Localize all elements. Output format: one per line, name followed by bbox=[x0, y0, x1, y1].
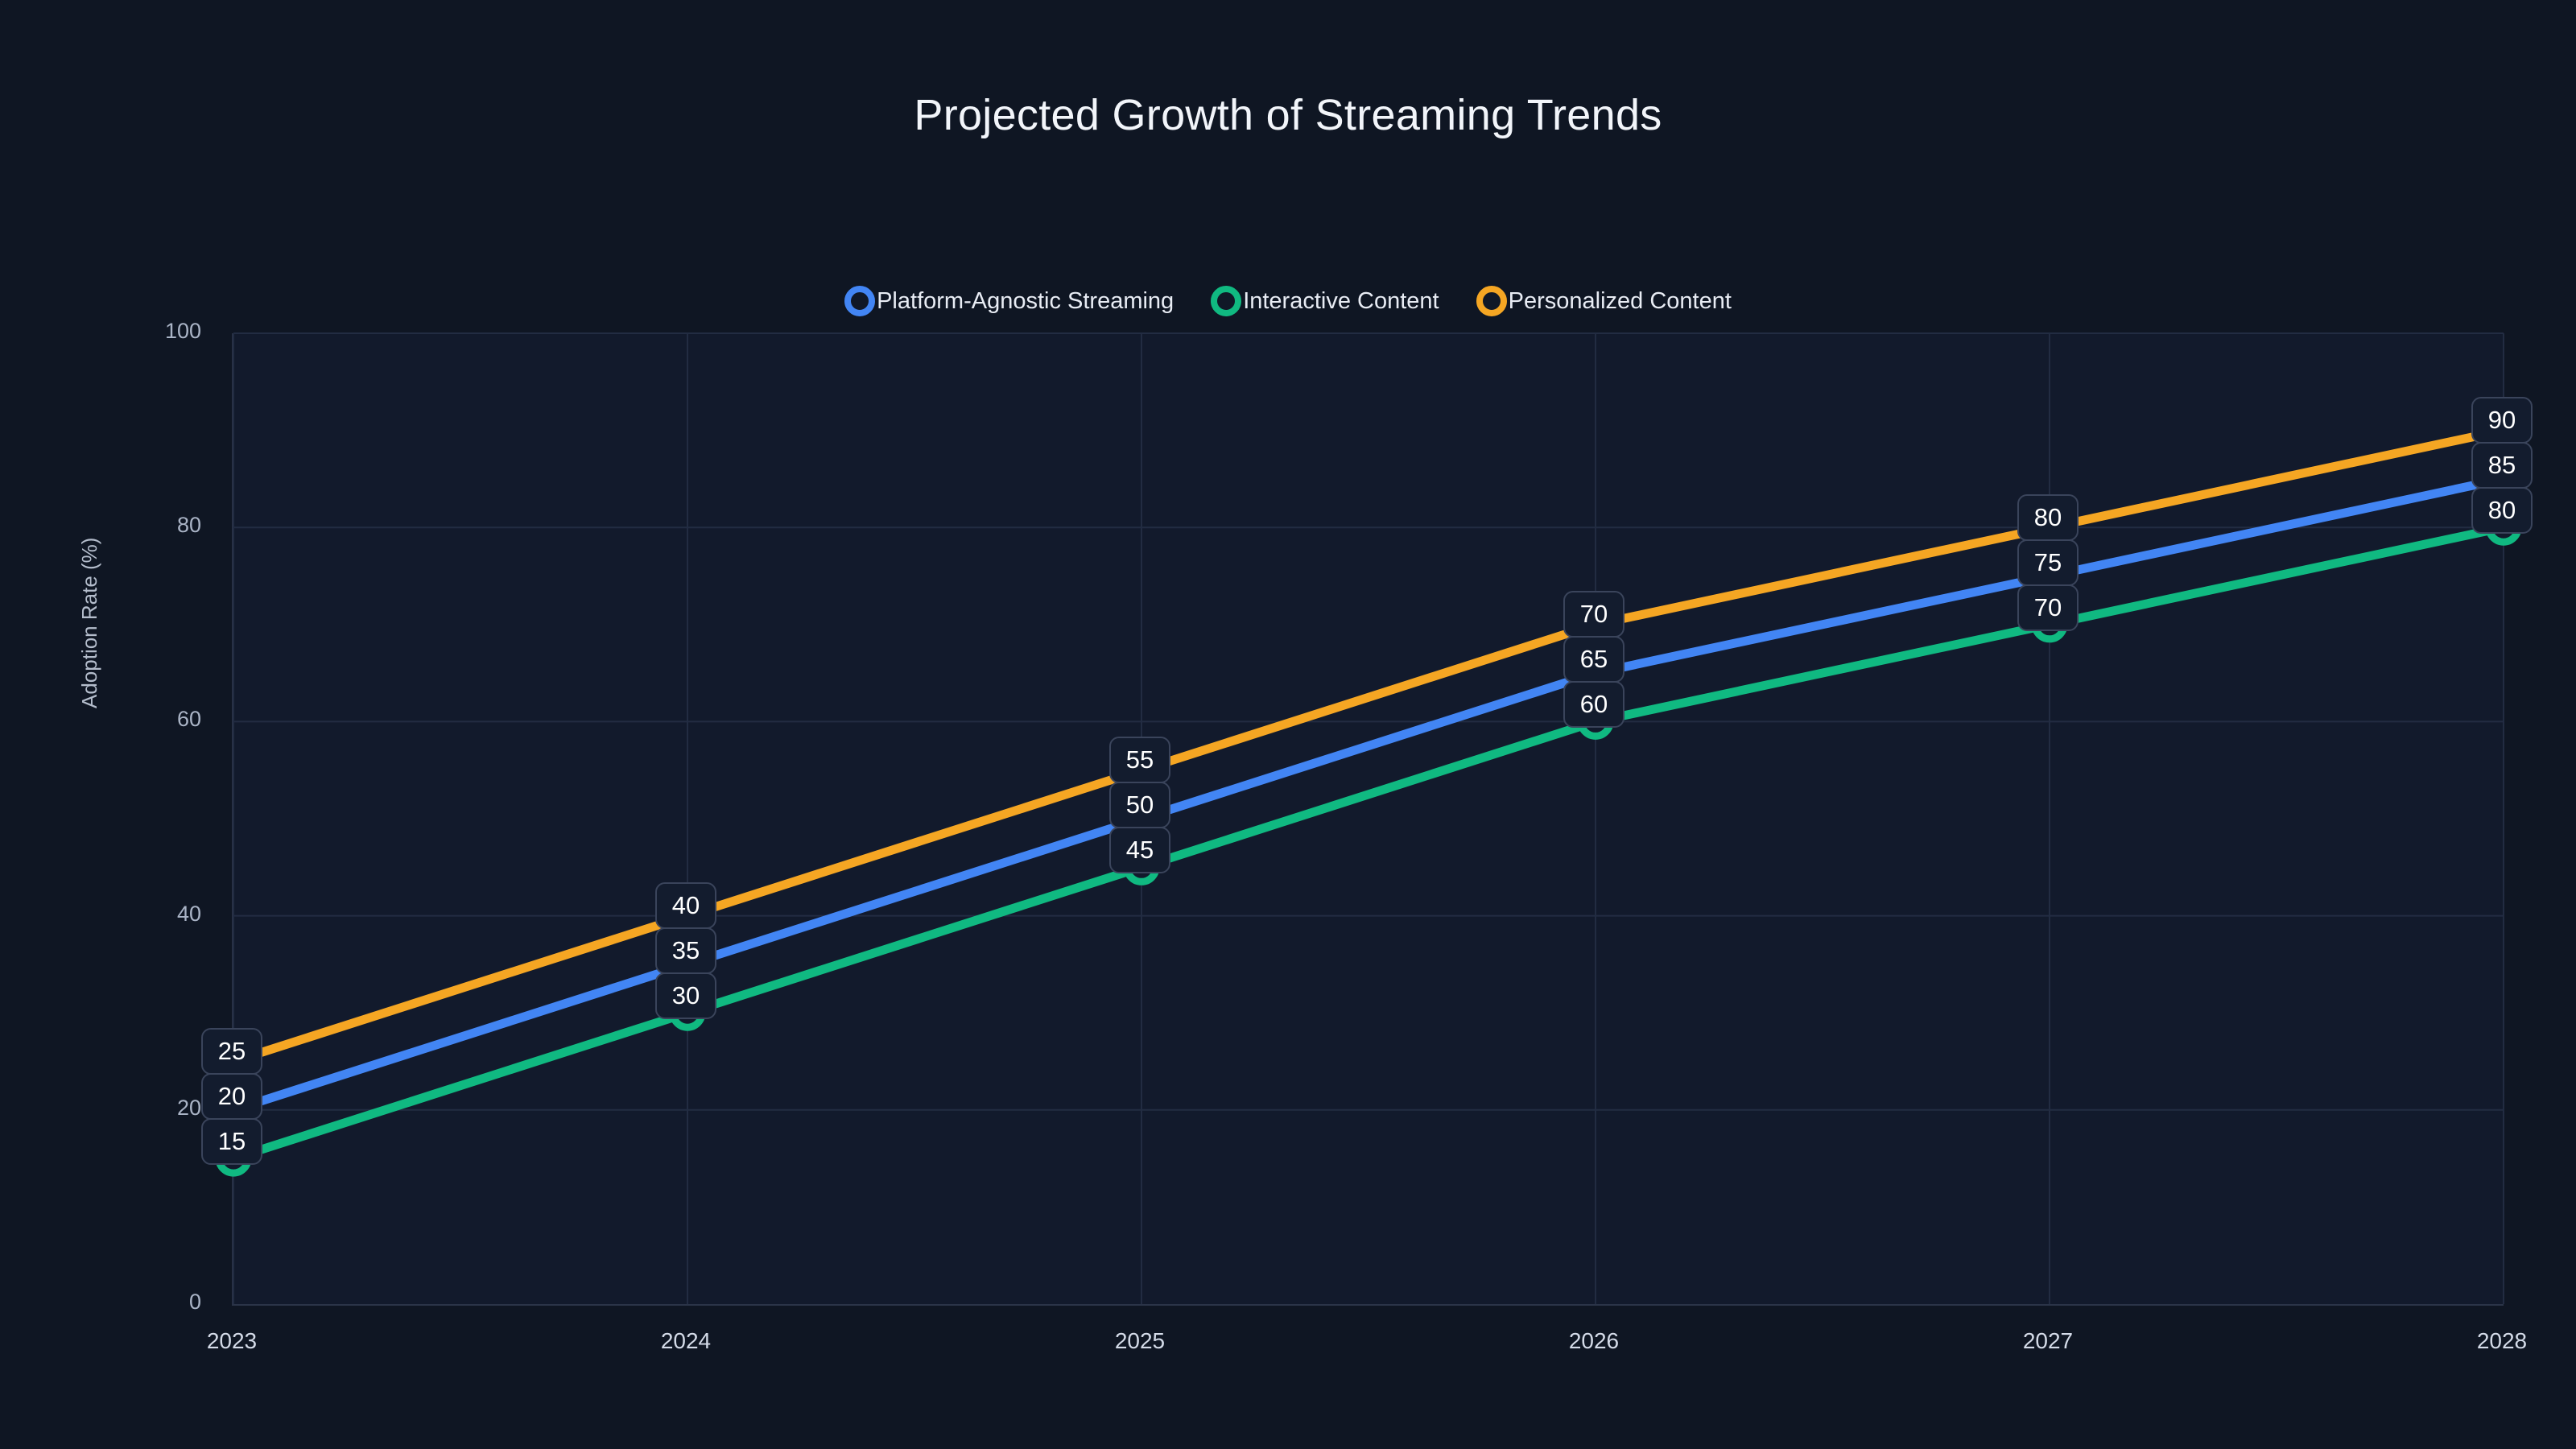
data-label-interactive-content-2024: 30 bbox=[655, 972, 716, 1019]
data-label-platform-agnostic-streaming-2025: 50 bbox=[1109, 782, 1170, 828]
plot-area bbox=[215, 332, 2522, 1306]
data-label-platform-agnostic-streaming-2024: 35 bbox=[655, 927, 716, 974]
x-tick-2025: 2025 bbox=[1114, 1328, 1166, 1353]
data-label-personalized-content-2024: 40 bbox=[655, 881, 716, 929]
legend-item-label: Platform-Agnostic Streaming bbox=[877, 287, 1174, 314]
legend-item-0[interactable]: Platform-Agnostic Streaming bbox=[844, 286, 1174, 316]
y-tick-20: 20 bbox=[176, 1095, 201, 1120]
y-axis-label: Adoption Rate (%) bbox=[77, 537, 101, 708]
x-tick-2024: 2024 bbox=[660, 1328, 712, 1353]
data-label-personalized-content-2028: 90 bbox=[2471, 396, 2533, 444]
circle-outline-icon bbox=[1476, 286, 1507, 316]
x-tick-2026: 2026 bbox=[1568, 1328, 1620, 1353]
legend-item-1[interactable]: Interactive Content bbox=[1211, 286, 1439, 316]
page-title: Projected Growth of Streaming Trends bbox=[914, 91, 1662, 139]
legend-item-label: Personalized Content bbox=[1508, 287, 1732, 314]
data-label-platform-agnostic-streaming-2023: 20 bbox=[201, 1072, 262, 1120]
series-line-0 bbox=[229, 474, 2508, 1115]
x-tick-2027: 2027 bbox=[2022, 1328, 2074, 1353]
series-line-2 bbox=[229, 426, 2508, 1066]
y-tick-60: 60 bbox=[176, 707, 201, 732]
circle-outline-icon bbox=[844, 286, 876, 316]
data-label-interactive-content-2023: 15 bbox=[201, 1117, 262, 1165]
series-line-1 bbox=[229, 522, 2508, 1163]
y-tick-80: 80 bbox=[176, 513, 201, 538]
data-label-interactive-content-2027: 70 bbox=[2017, 584, 2079, 631]
data-label-platform-agnostic-streaming-2028: 85 bbox=[2471, 441, 2533, 489]
data-label-interactive-content-2026: 60 bbox=[1563, 681, 1624, 729]
data-label-personalized-content-2025: 55 bbox=[1109, 737, 1170, 783]
data-label-platform-agnostic-streaming-2027: 75 bbox=[2017, 539, 2079, 586]
y-tick-0: 0 bbox=[188, 1290, 201, 1314]
y-tick-40: 40 bbox=[176, 901, 201, 926]
x-tick-2023: 2023 bbox=[206, 1328, 258, 1353]
data-label-personalized-content-2027: 80 bbox=[2017, 493, 2079, 541]
y-tick-100: 100 bbox=[164, 319, 201, 343]
data-label-interactive-content-2028: 80 bbox=[2471, 486, 2533, 534]
legend-item-label: Interactive Content bbox=[1243, 287, 1439, 314]
data-label-personalized-content-2026: 70 bbox=[1563, 591, 1624, 638]
data-label-interactive-content-2025: 45 bbox=[1109, 827, 1170, 873]
data-label-platform-agnostic-streaming-2026: 65 bbox=[1563, 636, 1624, 683]
data-label-personalized-content-2023: 25 bbox=[201, 1027, 262, 1075]
chart-legend: Platform-Agnostic Streaming Interactive C… bbox=[0, 286, 2576, 316]
legend-item-2[interactable]: Personalized Content bbox=[1476, 286, 1732, 316]
x-tick-2028: 2028 bbox=[2476, 1328, 2528, 1353]
circle-outline-icon bbox=[1211, 286, 1242, 316]
plot-svg bbox=[215, 332, 2522, 1304]
